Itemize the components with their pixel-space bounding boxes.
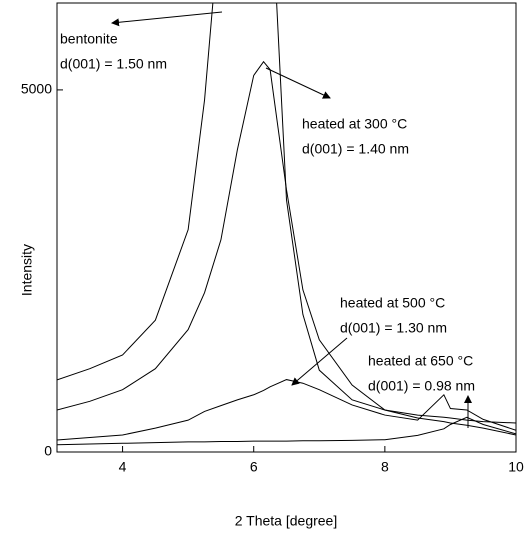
annotation-text: d(001) = 1.30 nm [340,320,447,336]
annotation-text: heated at 500 °C [340,295,445,311]
x-tick-label: 10 [508,459,524,475]
annotations [111,11,472,428]
annotation-text: heated at 300 °C [302,116,407,132]
series-line [57,416,516,446]
y-axis-label: Intensity [19,244,35,296]
annotation-text: d(001) = 1.40 nm [302,141,409,157]
annotation-text: d(001) = 0.98 nm [368,378,475,394]
series-group [57,3,516,446]
x-tick-label: 6 [250,459,258,475]
arrow [265,67,331,99]
annotation-text: heated at 650 °C [368,353,473,369]
series-line [57,60,516,436]
series-line [57,379,516,441]
plot-frame [56,2,517,453]
x-axis-label: 2 Theta [degree] [235,513,337,529]
annotation-text: bentonite [60,31,118,47]
arrow [291,337,348,386]
y-tick-label: 0 [44,443,52,459]
y-tick-label: 5000 [21,81,52,97]
x-tick-label: 4 [119,459,127,475]
series-line [57,3,516,424]
arrow [111,11,223,27]
annotation-text: d(001) = 1.50 nm [60,56,167,72]
x-tick-label: 8 [381,459,389,475]
